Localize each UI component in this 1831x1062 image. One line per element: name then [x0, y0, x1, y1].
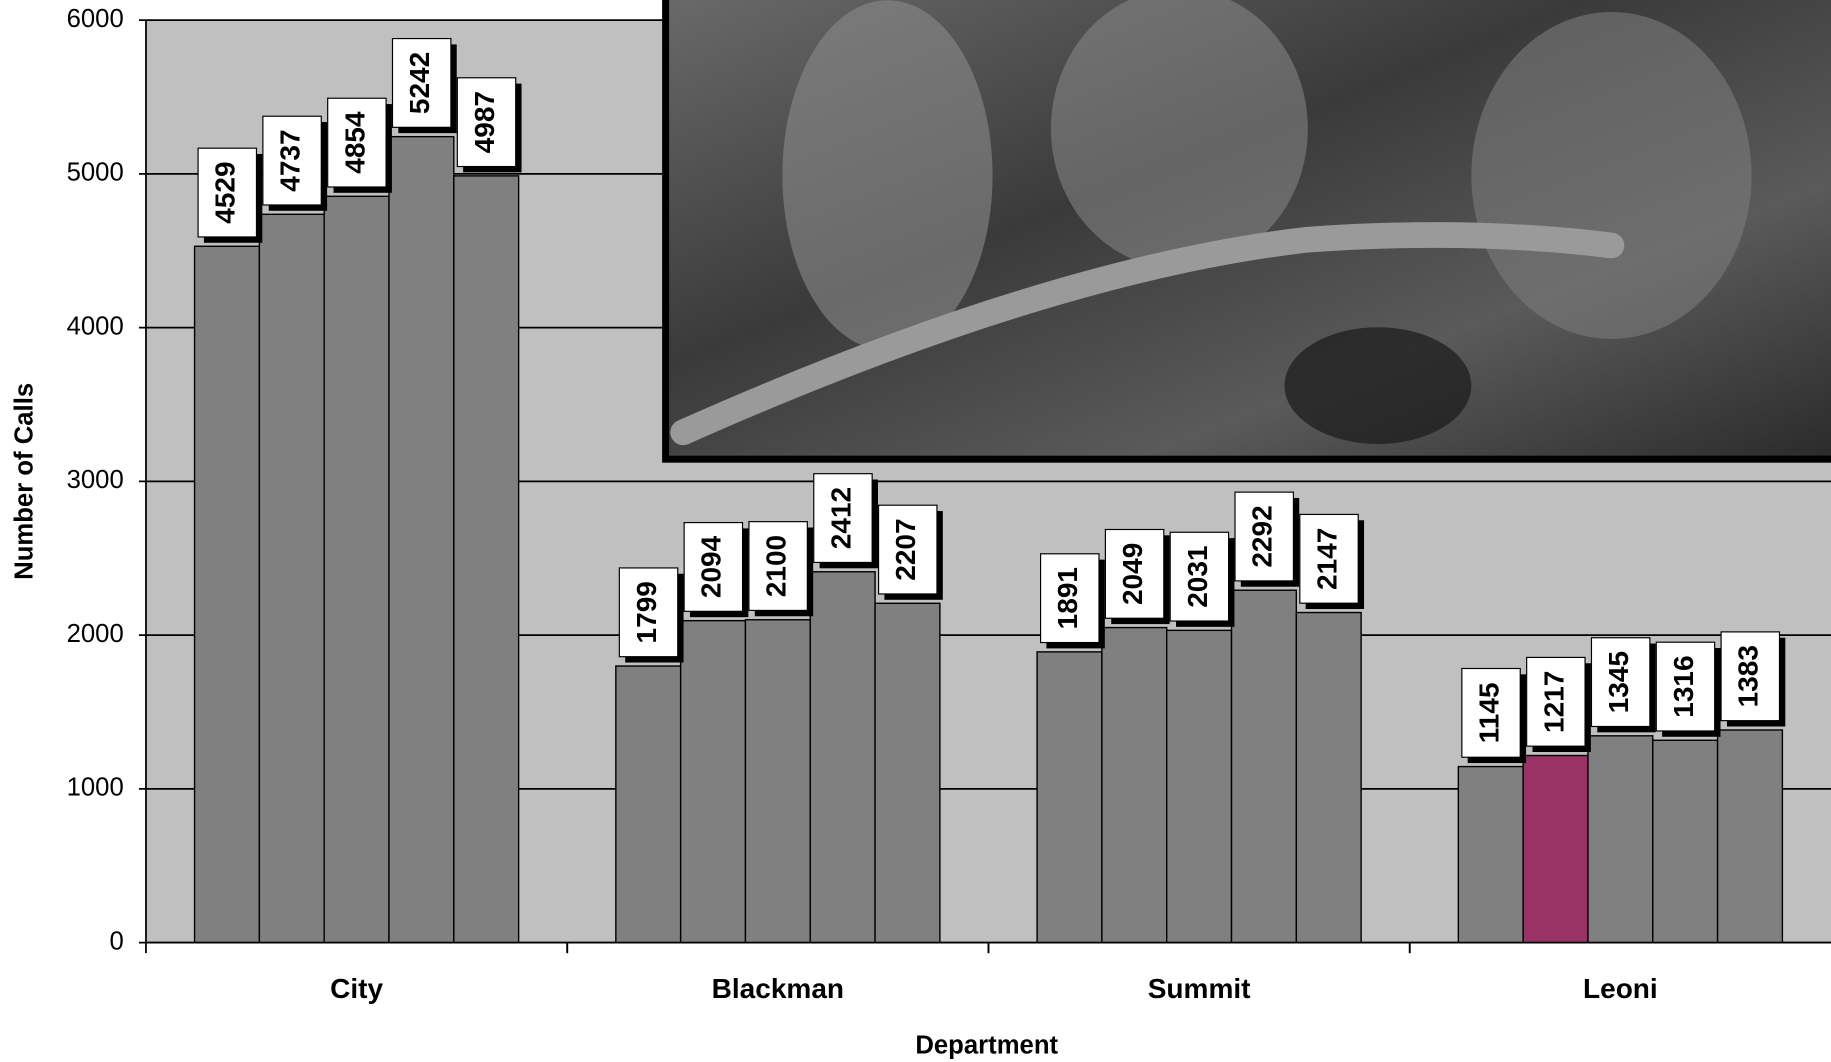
y-tick-label: 1000: [67, 774, 124, 802]
value-label: 4987: [469, 91, 500, 153]
value-label: 1217: [1538, 671, 1569, 733]
bar: [1037, 652, 1102, 943]
value-label: 4854: [339, 111, 370, 174]
y-tick-label: 4000: [67, 312, 124, 340]
bar: [745, 620, 810, 943]
chart: 4529 4737 4854 5242 4987 1799 2094 2100 2412 2207…: [0, 0, 1831, 1062]
x-tick-label: Blackman: [712, 973, 844, 1004]
bar: [1167, 630, 1232, 942]
value-label: 1345: [1603, 651, 1634, 713]
value-label: 1145: [1473, 682, 1504, 743]
bar: [259, 214, 324, 942]
value-label: 1316: [1668, 655, 1699, 717]
bar: [324, 196, 389, 942]
value-label: 2100: [761, 535, 792, 597]
bar: [195, 246, 260, 942]
bar: [875, 603, 940, 942]
x-axis-title: Department: [915, 1031, 1058, 1059]
value-label: 1799: [631, 581, 662, 643]
x-tick-label: Summit: [1148, 973, 1251, 1004]
value-label: 1891: [1052, 567, 1083, 629]
value-label: 4737: [274, 129, 305, 191]
y-tick-label: 5000: [67, 159, 124, 187]
bar: [1718, 730, 1783, 943]
value-label: 2049: [1117, 543, 1148, 605]
y-tick-label: 2000: [67, 620, 124, 648]
bar: [810, 572, 875, 943]
value-label: 2412: [825, 487, 856, 549]
value-label: 2207: [890, 518, 921, 580]
y-tick-label: 6000: [67, 5, 124, 33]
bar: [1588, 736, 1653, 943]
bar: [389, 137, 454, 943]
y-tick-label: 0: [109, 927, 123, 955]
bar: [1232, 590, 1297, 942]
page: 4529 4737 4854 5242 4987 1799 2094 2100 2412 2207…: [0, 0, 1831, 1062]
value-label: 2147: [1311, 528, 1342, 590]
value-label: 2292: [1247, 505, 1278, 567]
bar: [1458, 767, 1523, 943]
y-tick-label: 3000: [67, 466, 124, 494]
bar: [681, 621, 746, 943]
value-label: 2031: [1182, 545, 1213, 607]
bar: [454, 176, 519, 943]
bar: [1296, 613, 1361, 943]
bar: [1102, 628, 1167, 943]
bar: [616, 666, 681, 943]
bar: [1523, 756, 1588, 943]
value-label: 1383: [1733, 645, 1764, 707]
x-tick-label: Leoni: [1583, 973, 1658, 1004]
value-label: 2094: [696, 535, 727, 598]
x-tick-label: City: [330, 973, 383, 1004]
photo: [666, 0, 1831, 459]
value-label: 5242: [404, 52, 435, 114]
bar: [1653, 740, 1718, 942]
value-label: 4529: [210, 161, 241, 223]
y-axis-title: Number of Calls: [10, 383, 38, 580]
